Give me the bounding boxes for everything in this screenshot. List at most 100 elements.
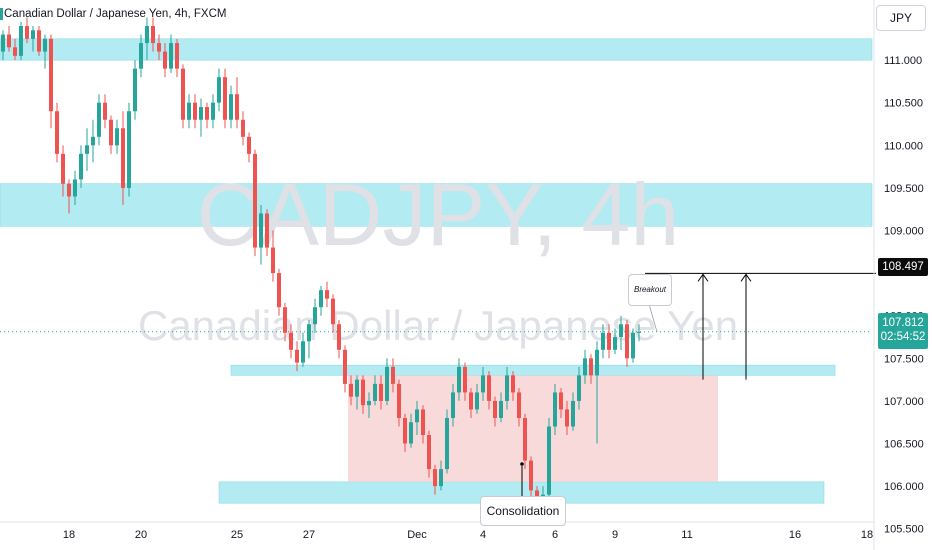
candle-body [535, 490, 539, 499]
candle-body [319, 290, 323, 308]
candle-body [7, 34, 11, 48]
candle-body [289, 332, 293, 350]
candle-body [103, 102, 107, 120]
candle-body [349, 383, 353, 397]
candle-body [385, 366, 389, 401]
candle-body [475, 392, 479, 410]
price-tick-label: 107.500 [884, 353, 924, 365]
breakout-callout: Breakout [628, 274, 672, 306]
candle-body [355, 379, 359, 397]
candle-body [457, 366, 461, 393]
price-tick-label: 106.500 [884, 439, 924, 451]
watermark-name: Canadian Dollar / Japanese Yen [138, 302, 738, 349]
candle-body [145, 26, 149, 44]
candle-body [589, 358, 593, 376]
candle-body [433, 469, 437, 487]
time-tick-label: 11 [681, 529, 692, 541]
candle-body [415, 409, 419, 423]
price-tick-label: 109.000 [884, 226, 924, 238]
candle-body [379, 383, 383, 401]
title-accent [0, 8, 3, 20]
candle-body [247, 136, 251, 154]
candle-body [439, 469, 443, 487]
consolidation-callout: Consolidation [480, 496, 566, 526]
candle-body [205, 106, 209, 120]
support-resistance-zone [230, 364, 836, 376]
candle-body [169, 43, 173, 69]
candle-body [73, 179, 77, 197]
candle-body [505, 375, 509, 401]
consolidation-pointer-dot [520, 462, 524, 466]
target-price-label: 108.497 [878, 258, 928, 276]
candle-body [109, 119, 113, 146]
candle-body [613, 337, 617, 350]
candle-body [529, 460, 533, 491]
candle-body [367, 400, 371, 406]
time-tick-label: 18 [861, 529, 873, 541]
candle-body [559, 392, 563, 410]
candle-body [601, 332, 605, 350]
candle-body [487, 375, 491, 401]
candle-body [61, 153, 65, 184]
candle-body [187, 102, 191, 120]
candle-body [499, 400, 503, 418]
candle-body [193, 102, 197, 120]
time-tick-label: 20 [135, 529, 147, 541]
candle-body [301, 341, 305, 363]
candle-body [1, 34, 5, 52]
candle-body [49, 38, 53, 112]
candle-body [223, 77, 227, 120]
candle-body [409, 422, 413, 444]
zones-layer [0, 38, 873, 504]
candle-body [445, 417, 449, 470]
time-tick-label: 6 [552, 529, 558, 541]
time-tick-label: 25 [231, 529, 243, 541]
candle-body [97, 102, 101, 137]
candle-body [37, 30, 41, 52]
candle-body [331, 298, 335, 325]
candle-body [265, 213, 269, 248]
lines-layer [0, 272, 876, 496]
candle-body [391, 366, 395, 384]
target-arrow-head [697, 273, 709, 282]
candle-body [637, 331, 641, 333]
last-price-value: 107.812 [882, 317, 924, 329]
last-price-label: 107.812 02:54:52 [878, 313, 928, 349]
watermark-symbol: CADJPY, 4h [197, 165, 680, 264]
candle-body [31, 30, 35, 39]
candle-body [373, 383, 377, 401]
time-tick-label: 18 [63, 529, 75, 541]
candle-body [199, 106, 203, 120]
candle-body [451, 392, 455, 418]
candle-body [253, 153, 257, 248]
candle-body [43, 38, 47, 52]
candle-body [115, 128, 119, 146]
candle-body [25, 26, 29, 39]
candle-body [79, 153, 83, 180]
candle-body [271, 247, 275, 274]
candle-body [607, 332, 611, 350]
candle-body [211, 102, 215, 120]
candle-body [595, 349, 599, 376]
time-tick-label: 4 [480, 529, 486, 541]
candle-body [343, 349, 347, 384]
candle-body [583, 358, 587, 376]
watermark-layer: CADJPY, 4h Canadian Dollar / Japanese Yen [138, 165, 738, 349]
candle-body [625, 324, 629, 359]
candles-layer [1, 17, 641, 508]
price-tick-label: 109.500 [884, 183, 924, 195]
candle-body [91, 136, 95, 146]
time-tick-label: 9 [612, 529, 618, 541]
candle-body [427, 435, 431, 470]
currency-button[interactable]: JPY [876, 5, 926, 31]
candle-body [259, 213, 263, 248]
candle-body [175, 43, 179, 69]
candle-body [277, 273, 281, 308]
candle-body [55, 111, 59, 154]
candle-body [463, 366, 467, 393]
price-tick-label: 105.500 [884, 524, 924, 536]
candle-body [283, 307, 287, 333]
candle-body [325, 290, 329, 299]
